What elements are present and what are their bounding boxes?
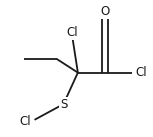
Text: S: S: [60, 98, 67, 111]
Text: Cl: Cl: [135, 66, 147, 79]
Text: Cl: Cl: [66, 26, 78, 39]
Text: O: O: [101, 5, 110, 18]
Text: Cl: Cl: [19, 115, 31, 128]
